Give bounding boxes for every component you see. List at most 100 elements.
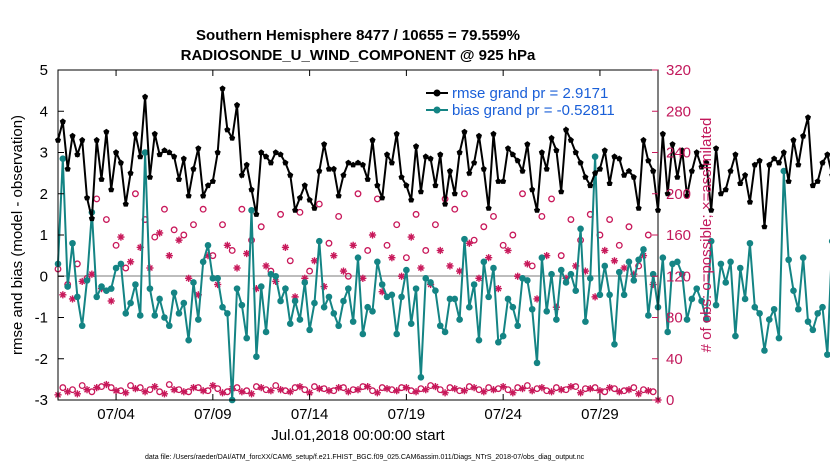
rmse-point — [301, 182, 308, 189]
assimilated-count-stroke — [621, 264, 628, 272]
assimilated-count-marker — [494, 285, 502, 293]
assimilated-count-stroke — [529, 387, 536, 394]
assimilated-count-marker — [359, 274, 367, 282]
assimilated-count-marker — [325, 387, 333, 395]
bias-point — [330, 310, 338, 317]
bias-point — [257, 283, 265, 290]
rmse-point — [659, 130, 666, 137]
assimilated-count-marker — [407, 233, 415, 241]
y2-tick-label: 320 — [666, 62, 691, 79]
bias-point — [349, 318, 357, 325]
assimilated-count-marker — [276, 386, 285, 394]
bias-point — [562, 279, 570, 286]
possible-count-marker — [538, 212, 546, 220]
bias-point — [311, 299, 318, 307]
possible-count-marker — [417, 385, 425, 393]
possible-count-marker — [112, 241, 120, 249]
rmse-point — [611, 153, 618, 160]
rmse-point — [480, 165, 487, 172]
assimilated-count-stroke — [142, 388, 149, 395]
bias-point — [170, 289, 178, 297]
rmse-point — [461, 128, 468, 135]
x-axis-label: Jul.01,2018 00:00:00 start — [271, 427, 445, 444]
rmse-point — [219, 85, 226, 92]
rmse-point — [722, 186, 729, 193]
rmse-point — [669, 141, 676, 147]
rmse-point — [248, 186, 255, 193]
rmse-point — [200, 192, 207, 199]
rmse-point — [650, 167, 657, 174]
assimilated-count-stroke — [422, 386, 429, 393]
bias-point — [69, 239, 76, 247]
assimilated-count-stroke — [59, 291, 66, 298]
bias-point — [195, 316, 202, 323]
assimilated-count-stroke — [258, 384, 265, 391]
bias-point — [712, 301, 720, 309]
bias-point — [703, 316, 710, 323]
assimilated-count-stroke — [122, 389, 129, 396]
bias-line — [57, 152, 830, 401]
rmse-point — [205, 182, 211, 189]
data-file-footnote: data file: /Users/raeder/DAI/ATM_forcXX/… — [145, 454, 585, 461]
assimilated-count-marker — [586, 385, 594, 393]
assimilated-count-stroke — [625, 386, 632, 393]
assimilated-count-stroke — [234, 264, 241, 272]
rmse-point — [529, 186, 536, 193]
possible-count-marker — [412, 210, 420, 218]
assimilated-count-stroke — [175, 237, 182, 244]
rmse-point — [296, 194, 303, 201]
assimilated-count-stroke — [388, 254, 395, 261]
assimilated-count-marker — [151, 382, 159, 391]
bias-point — [620, 291, 628, 299]
bias-point — [243, 334, 251, 342]
possible-count-marker — [470, 236, 478, 244]
assimilated-count-marker — [364, 382, 372, 391]
possible-count-marker — [422, 247, 430, 254]
bias-point — [146, 285, 154, 292]
possible-count-marker — [122, 264, 130, 272]
assimilated-count-marker — [557, 386, 565, 394]
bias-point — [233, 285, 241, 292]
possible-count-marker — [252, 383, 260, 391]
bias-point — [107, 285, 115, 292]
assimilated-count-marker — [73, 390, 81, 398]
bias-point — [615, 268, 623, 276]
bias-point — [717, 260, 725, 268]
rmse-point — [577, 159, 584, 166]
possible-count-marker — [127, 382, 135, 390]
assimilated-count-marker — [543, 252, 551, 260]
rmse-point — [117, 159, 124, 166]
possible-count-marker — [315, 200, 323, 208]
legend: rmse grand pr = 2.9171 bias grand pr = -… — [426, 85, 615, 119]
rmse-point — [59, 118, 66, 125]
assimilated-count-marker — [644, 387, 652, 395]
assimilated-count-marker — [59, 291, 67, 299]
bias-point — [630, 277, 638, 284]
possible-count-marker — [344, 272, 352, 280]
rmse-point — [640, 136, 647, 143]
possible-count-marker — [78, 382, 86, 390]
bias-point — [490, 264, 497, 272]
assimilated-count-stroke — [442, 389, 449, 396]
rmse-point — [185, 192, 192, 199]
bias-point — [98, 283, 105, 290]
assimilated-count-marker — [131, 385, 140, 393]
bias-point — [465, 303, 473, 311]
bias-point — [422, 275, 430, 282]
rmse-point — [456, 149, 463, 156]
bias-point — [572, 287, 580, 294]
assimilated-count-marker — [383, 385, 391, 393]
assimilated-count-marker — [189, 384, 198, 392]
rmse-point — [345, 159, 352, 166]
assimilated-count-stroke — [108, 297, 115, 305]
possible-count-marker — [291, 384, 299, 392]
possible-count-marker — [490, 212, 497, 220]
assimilated-count-marker — [456, 267, 464, 275]
bias-point — [543, 308, 551, 315]
rmse-point — [432, 182, 439, 189]
bias-point — [272, 272, 280, 280]
obs-count-layer — [54, 190, 662, 404]
assimilated-count-stroke — [466, 240, 473, 247]
bias-point — [199, 258, 207, 266]
assimilated-count-stroke — [335, 384, 342, 391]
